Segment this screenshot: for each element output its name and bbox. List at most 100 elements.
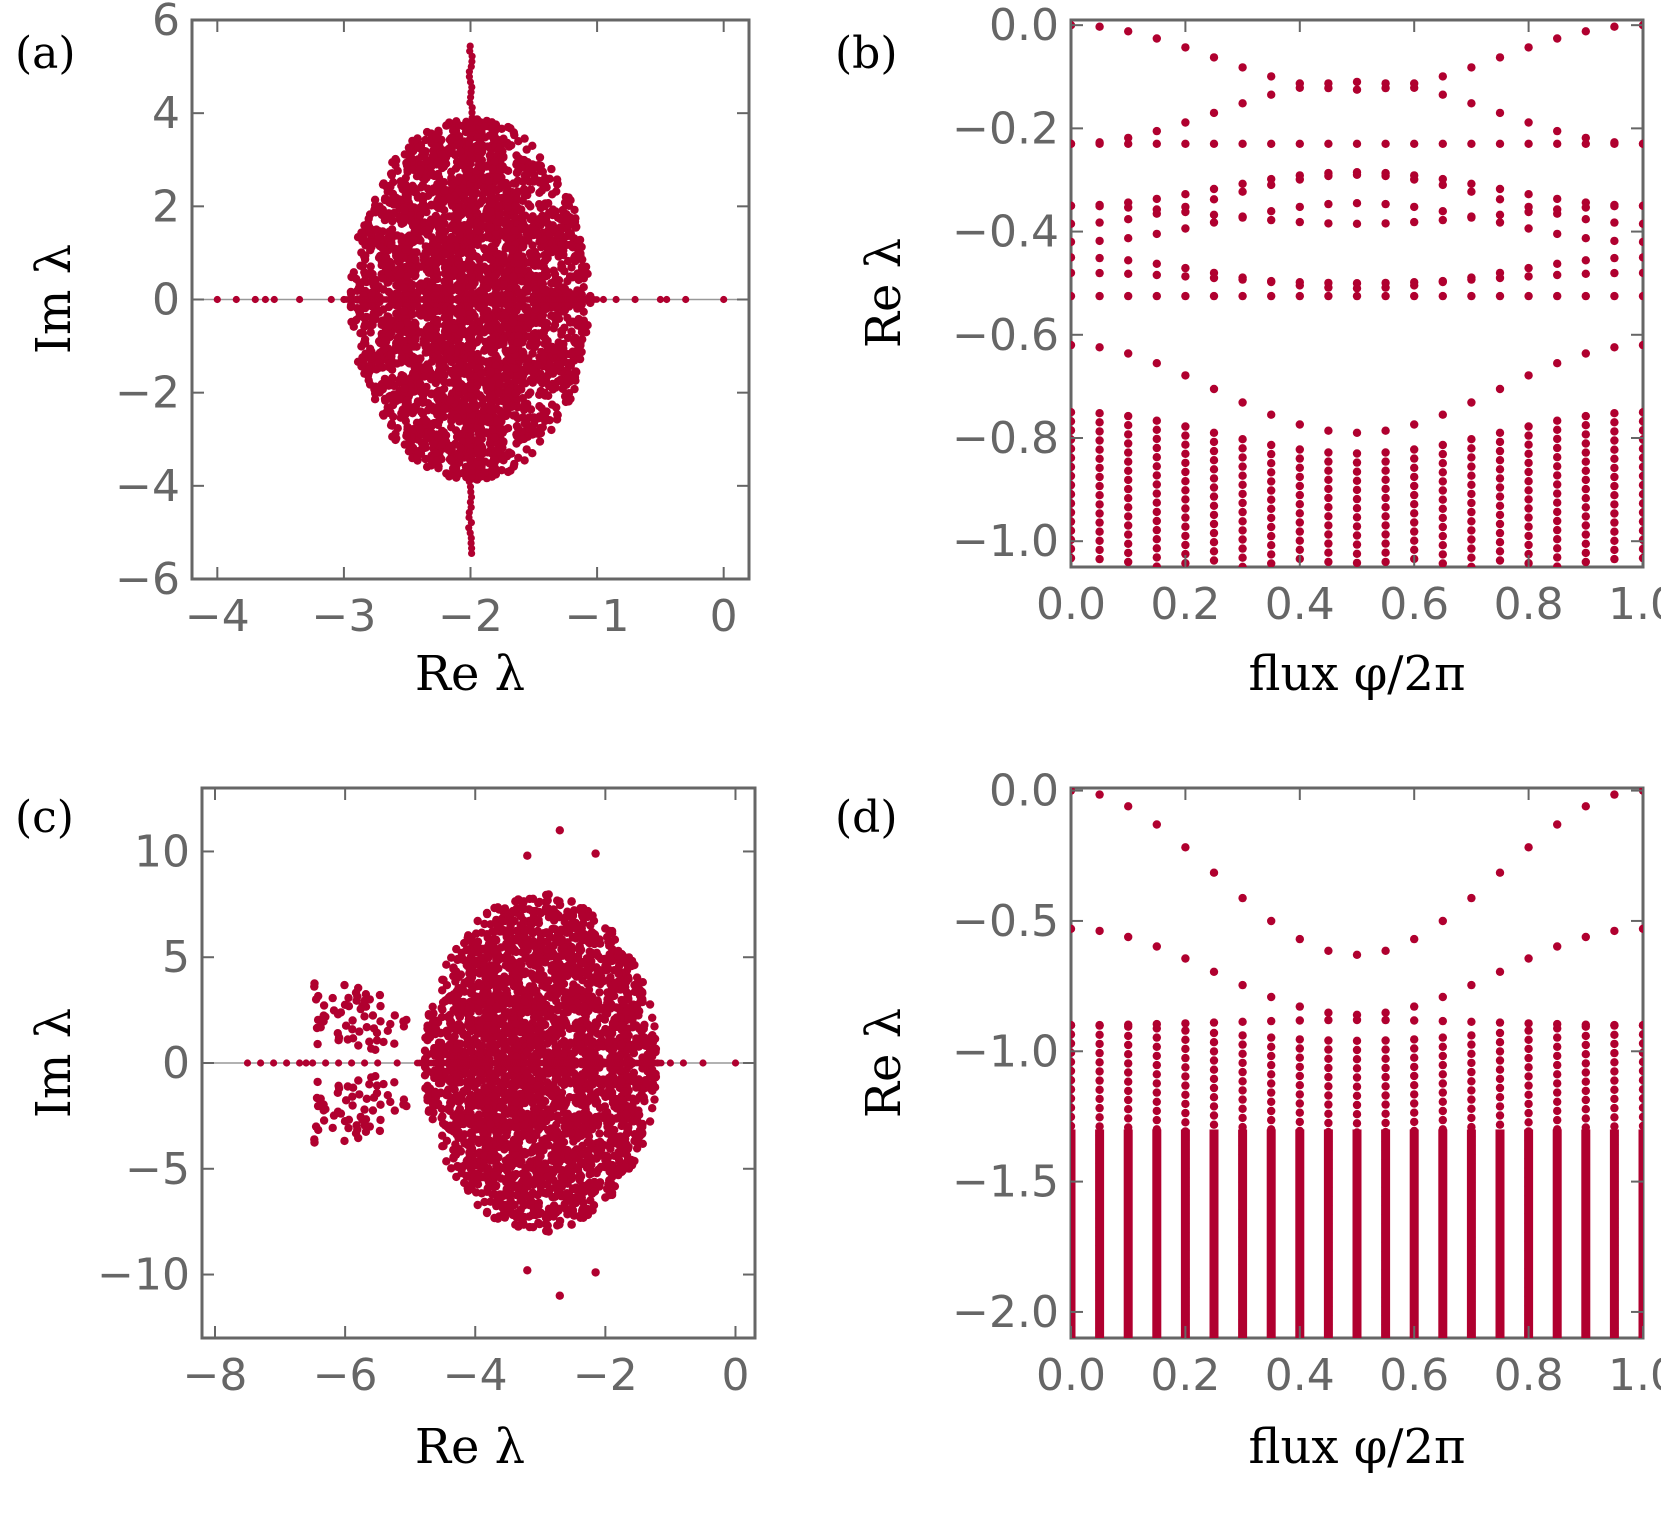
- data-point: [421, 251, 430, 261]
- data-point: [1438, 174, 1448, 184]
- data-point: [477, 356, 486, 365]
- data-point: [1267, 139, 1276, 148]
- data-point: [1553, 270, 1562, 280]
- data-point: [477, 221, 486, 230]
- data-point: [510, 226, 520, 235]
- data-point: [1553, 535, 1562, 544]
- data-point: [422, 301, 431, 311]
- data-point: [1071, 462, 1076, 472]
- data-point: [1381, 457, 1390, 466]
- data-point: [1095, 481, 1104, 491]
- data-point: [446, 455, 456, 465]
- data-point: [440, 186, 449, 195]
- data-point: [1495, 556, 1505, 565]
- data-point: [403, 357, 412, 367]
- data-point: [1438, 449, 1448, 459]
- data-point: [379, 285, 388, 294]
- data-point: [1238, 498, 1247, 508]
- data-point: [501, 374, 510, 383]
- data-point: [576, 251, 585, 260]
- data-point: [427, 233, 437, 242]
- data-point: [1610, 236, 1619, 246]
- data-point: [648, 1104, 657, 1113]
- data-point: [1324, 139, 1333, 148]
- data-point: [1352, 77, 1362, 87]
- data-point: [437, 440, 447, 449]
- data-point: [514, 424, 523, 433]
- data-point: [1324, 426, 1333, 435]
- data-point: [1410, 481, 1419, 491]
- data-point: [468, 549, 476, 558]
- data-point: [1071, 237, 1076, 247]
- data-point: [1553, 34, 1562, 43]
- data-point: [1467, 99, 1476, 108]
- data-point: [495, 211, 504, 220]
- data-point: [1410, 509, 1419, 518]
- data-point: [483, 448, 492, 457]
- data-point: [362, 277, 371, 287]
- data-point: [425, 332, 434, 342]
- data-point: [1581, 521, 1591, 530]
- data-point: [1209, 501, 1219, 510]
- data-point: [433, 157, 443, 167]
- data-point: [1238, 535, 1247, 544]
- data-point: [548, 205, 558, 214]
- data-point: [1410, 500, 1419, 509]
- data-point: [535, 188, 544, 197]
- data-point: [466, 447, 474, 455]
- data-point: [562, 216, 571, 225]
- data-point: [431, 141, 440, 151]
- data-point: [507, 344, 517, 354]
- data-point: [381, 254, 390, 263]
- data-point: [1295, 527, 1305, 536]
- data-point: [1152, 525, 1162, 535]
- data-point: [380, 245, 389, 255]
- data-point: [401, 245, 411, 254]
- data-point: [1295, 278, 1305, 287]
- data-point: [1581, 133, 1591, 143]
- y-tick-label: −6: [115, 554, 180, 605]
- data-point: [1124, 521, 1133, 530]
- data-point: [466, 42, 474, 50]
- data-point: [385, 330, 395, 339]
- data-point: [1524, 431, 1533, 440]
- data-point: [400, 206, 409, 215]
- data-point: [362, 312, 371, 322]
- data-point: [1095, 427, 1104, 436]
- data-point: [1352, 522, 1362, 531]
- data-point: [501, 346, 510, 355]
- data-point: [476, 137, 485, 147]
- data-point: [1610, 536, 1619, 545]
- data-point: [457, 308, 466, 317]
- data-point: [501, 244, 510, 253]
- data-point: [1124, 448, 1133, 457]
- data-point: [487, 334, 496, 344]
- data-point: [1124, 349, 1133, 358]
- data-point: [1495, 519, 1505, 529]
- data-point: [357, 248, 366, 257]
- data-point: [411, 255, 420, 264]
- data-point: [389, 191, 398, 200]
- data-point: [1295, 472, 1305, 482]
- data-point: [1181, 224, 1190, 233]
- data-point: [1438, 440, 1448, 450]
- data-point: [509, 128, 518, 137]
- data-point: [465, 513, 473, 522]
- data-point: [1324, 484, 1333, 494]
- data-point: [1553, 209, 1562, 218]
- data-point: [395, 195, 405, 204]
- data-point: [421, 348, 430, 357]
- x-axis-title: flux φ/2π: [1248, 646, 1465, 702]
- data-point: [492, 217, 502, 226]
- data-point: [1071, 268, 1076, 278]
- data-point: [370, 386, 380, 395]
- data-point: [575, 235, 585, 245]
- data-point: [484, 413, 493, 422]
- data-point: [1495, 456, 1505, 465]
- data-point: [570, 384, 579, 394]
- data-point: [501, 364, 511, 374]
- data-point: [1410, 202, 1419, 212]
- data-point: [475, 162, 484, 171]
- data-point: [1410, 445, 1419, 454]
- data-point: [440, 277, 449, 286]
